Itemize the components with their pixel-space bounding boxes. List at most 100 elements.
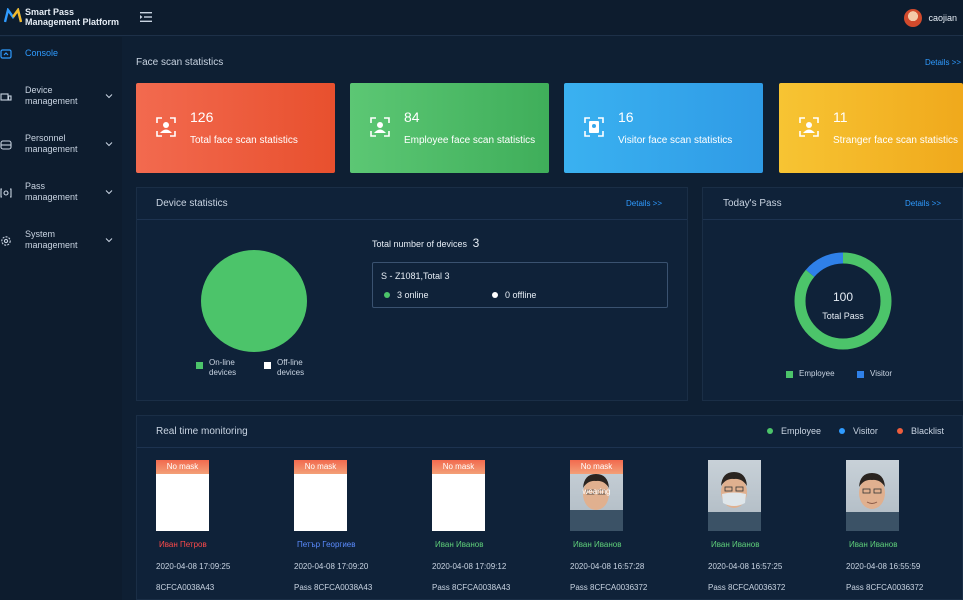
sidebar-item-pass[interactable]: Pass management <box>0 181 122 221</box>
monitoring-record[interactable]: Иван Иванов 2020-04-08 16:57:25 Pass 8CF… <box>708 460 838 600</box>
user-name: caojian <box>928 13 957 23</box>
stat-label: Stranger face scan statistics <box>833 135 959 146</box>
total-devices-value: 3 <box>472 236 480 250</box>
stranger-face-scan-card[interactable]: 11 Stranger face scan statistics <box>779 83 963 173</box>
device-icon <box>0 93 12 101</box>
no-mask-tag: No mask <box>570 460 623 474</box>
capture-time: 2020-04-08 17:09:25 <box>156 562 231 571</box>
face-scan-details-link[interactable]: Details >> <box>925 58 962 67</box>
panel-header <box>137 416 962 448</box>
offline-count: 0 offline <box>505 290 537 300</box>
no-mask-tag: No mask <box>294 460 347 474</box>
device-group-box[interactable]: S - Z1081,Total 3 3 online 0 offline <box>372 262 668 308</box>
pass-id: Pass 8CFCA0036372 <box>570 583 648 592</box>
device-group-title: S - Z1081,Total 3 <box>381 271 450 281</box>
pass-id: Pass 8CFCA0038A43 <box>432 583 511 592</box>
sidebar-item-console[interactable]: Console <box>0 45 122 63</box>
capture-photo: No mask wearing <box>570 460 623 531</box>
user-menu[interactable]: caojian <box>904 8 957 28</box>
employee-face-scan-card[interactable]: 84 Employee face scan statistics <box>350 83 549 173</box>
visitor-face-scan-card[interactable]: 16 Visitor face scan statistics <box>564 83 763 173</box>
todays-pass-details-link[interactable]: Details >> <box>905 199 942 208</box>
top-bar: Smart Pass Management Platform caojian <box>0 0 963 36</box>
brand-title: Smart Pass Management Platform <box>25 7 119 27</box>
sidebar-item-personnel[interactable]: Personnel management <box>0 133 122 173</box>
monitoring-legend-visitor: Visitor <box>853 426 878 436</box>
monitoring-record[interactable]: No mask wearing Иван Иванов 2020-04-08 1… <box>570 460 700 600</box>
stat-value: 126 <box>190 109 214 125</box>
avatar <box>904 9 923 27</box>
monitoring-record[interactable]: No mask Петър Георгиев 2020-04-08 17:09:… <box>294 460 424 600</box>
todays-pass-title: Today's Pass <box>723 198 782 209</box>
chevron-down-icon <box>105 142 113 147</box>
face-scan-icon <box>156 117 176 137</box>
sidebar: Console Device management Personnel mana… <box>0 37 122 600</box>
menu-toggle-icon[interactable] <box>139 10 153 24</box>
offline-legend-label: Off-line devices <box>277 358 304 378</box>
legend-line: devices <box>277 368 305 377</box>
person-name: Петър Георгиев <box>297 540 356 549</box>
sidebar-item-label: management <box>25 240 78 250</box>
online-legend-swatch <box>196 362 203 369</box>
legend-line: On-line <box>209 358 235 367</box>
device-details-link[interactable]: Details >> <box>626 199 663 208</box>
online-count: 3 online <box>397 290 429 300</box>
monitoring-record[interactable]: No mask Иван Иванов 2020-04-08 17:09:12 … <box>432 460 562 600</box>
person-name: Иван Иванов <box>711 540 760 549</box>
online-dot <box>384 292 390 298</box>
settings-icon <box>1 236 11 246</box>
online-legend-label: On-line devices <box>209 358 236 378</box>
capture-time: 2020-04-08 17:09:20 <box>294 562 369 571</box>
employee-legend-swatch <box>786 371 793 378</box>
legend-line: devices <box>209 368 237 377</box>
no-mask-tag: No mask <box>156 460 209 474</box>
device-pie-chart <box>201 250 307 352</box>
pass-id: Pass 8CFCA0036372 <box>846 583 924 592</box>
sidebar-item-label: management <box>25 192 78 202</box>
panel-header <box>703 188 962 220</box>
person-name: Иван Иванов <box>849 540 898 549</box>
brand-line-2: Management Platform <box>25 17 120 27</box>
monitoring-legend-blacklist: Blacklist <box>911 426 945 436</box>
pass-id: Pass 8CFCA0038A43 <box>294 583 373 592</box>
person-name: Иван Иванов <box>573 540 622 549</box>
chevron-down-icon <box>105 238 113 243</box>
stat-value: 11 <box>833 109 848 125</box>
capture-time: 2020-04-08 16:57:28 <box>570 562 645 571</box>
logo-icon <box>4 8 22 23</box>
sidebar-item-label: Device <box>25 85 53 95</box>
monitoring-record[interactable]: Иван Иванов 2020-04-08 16:55:59 Pass 8CF… <box>846 460 963 600</box>
sidebar-item-label: management <box>25 96 78 106</box>
employee-legend-label: Employee <box>799 369 835 378</box>
stranger-scan-icon <box>799 117 819 137</box>
visitor-legend-dot <box>839 428 845 434</box>
todays-pass-panel <box>702 187 963 401</box>
personnel-icon <box>0 140 12 150</box>
brand-line-1: Smart Pass <box>25 7 75 17</box>
employee-legend-dot <box>767 428 773 434</box>
total-face-scan-card[interactable]: 126 Total face scan statistics <box>136 83 335 173</box>
device-statistics-title: Device statistics <box>156 198 228 209</box>
capture-time: 2020-04-08 16:55:59 <box>846 562 921 571</box>
capture-time: 2020-04-08 16:57:25 <box>708 562 783 571</box>
sidebar-item-system[interactable]: System management <box>0 229 122 269</box>
wearing-tag: wearing <box>582 487 611 496</box>
capture-photo: No mask <box>432 460 485 531</box>
capture-photo: No mask <box>294 460 347 531</box>
monitoring-record[interactable]: No mask Иван Петров 2020-04-08 17:09:25 … <box>156 460 286 600</box>
pass-id: 8CFCA0038A43 <box>156 583 215 592</box>
person-face-icon <box>846 473 899 531</box>
pass-id: Pass 8CFCA0036372 <box>708 583 786 592</box>
sidebar-item-label: Pass <box>25 181 46 191</box>
employee-scan-icon <box>370 117 390 137</box>
sidebar-item-label: Console <box>25 48 59 58</box>
person-name: Иван Иванов <box>435 540 484 549</box>
sidebar-item-device[interactable]: Device management <box>0 85 122 125</box>
visitor-scan-icon <box>584 117 604 137</box>
total-devices-label: Total number of devices <box>372 239 468 249</box>
panel-header <box>137 188 687 220</box>
monitoring-legend-employee: Employee <box>781 426 822 436</box>
pass-donut-chart <box>794 252 892 350</box>
visitor-legend-label: Visitor <box>870 369 893 378</box>
chevron-down-icon <box>105 94 113 99</box>
